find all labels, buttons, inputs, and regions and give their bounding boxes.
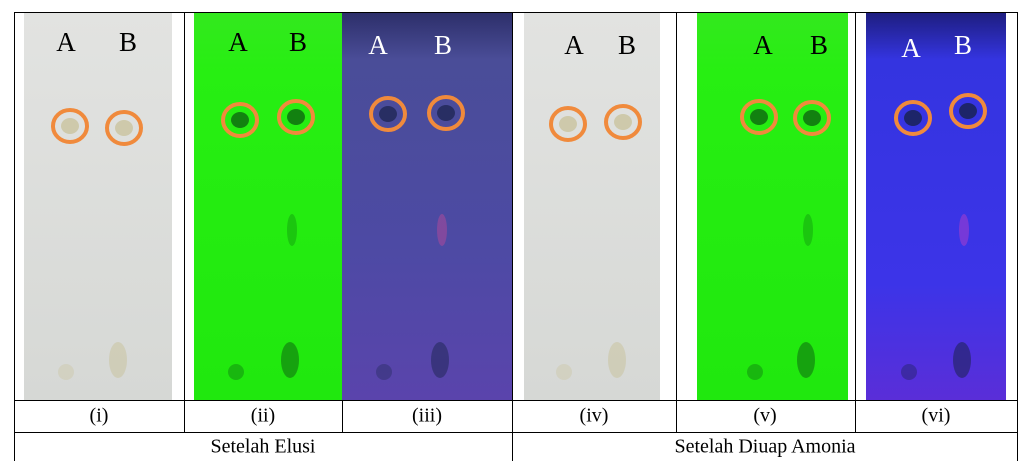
spot — [959, 103, 977, 119]
group-label: Setelah Elusi — [211, 436, 316, 458]
plate-caption: (v) — [753, 405, 776, 427]
origin-spot — [556, 364, 572, 380]
spot-label: A — [753, 30, 773, 60]
spot — [437, 105, 455, 121]
spot — [803, 110, 821, 126]
plate-image — [194, 13, 342, 400]
spot-label: B — [289, 27, 307, 57]
spot — [115, 120, 133, 136]
spot — [750, 109, 768, 125]
origin-spot — [953, 342, 971, 378]
plate-image — [342, 13, 512, 400]
trail — [959, 214, 969, 246]
plate-image — [866, 13, 1006, 400]
plate-image — [24, 13, 172, 400]
origin-spot — [608, 342, 626, 378]
plate-caption: (ii) — [251, 405, 275, 427]
trail — [437, 214, 447, 246]
spot-label: B — [810, 30, 828, 60]
origin-spot — [281, 342, 299, 378]
plate-caption: (i) — [90, 405, 109, 427]
origin-spot — [109, 342, 127, 378]
spot — [559, 116, 577, 132]
spot-label: B — [618, 30, 636, 60]
spot-label: A — [56, 27, 76, 57]
origin-spot — [58, 364, 74, 380]
spot-label: A — [368, 30, 388, 60]
spot-label: B — [119, 27, 137, 57]
plate-caption: (iii) — [412, 405, 442, 427]
origin-spot — [747, 364, 763, 380]
spot — [61, 118, 79, 134]
spot-label: A — [228, 27, 248, 57]
trail — [803, 214, 813, 246]
spot-label: A — [564, 30, 584, 60]
origin-spot — [431, 342, 449, 378]
spot — [287, 109, 305, 125]
spot — [614, 114, 632, 130]
trail — [287, 214, 297, 246]
plate-caption: (iv) — [580, 405, 609, 427]
spot-label: B — [434, 30, 452, 60]
plate-image — [524, 13, 660, 400]
plate-caption: (vi) — [922, 405, 951, 427]
spot — [231, 112, 249, 128]
spot — [904, 110, 922, 126]
origin-spot — [376, 364, 392, 380]
origin-spot — [797, 342, 815, 378]
spot — [379, 106, 397, 122]
origin-spot — [228, 364, 244, 380]
plate-image — [697, 13, 848, 400]
figure: ABABABABABAB Setelah Elusi Setelah Diuap… — [0, 0, 1022, 461]
spot-label: A — [901, 33, 921, 63]
spot-label: B — [954, 30, 972, 60]
origin-spot — [901, 364, 917, 380]
group-label: Setelah Diuap Amonia — [674, 436, 855, 458]
